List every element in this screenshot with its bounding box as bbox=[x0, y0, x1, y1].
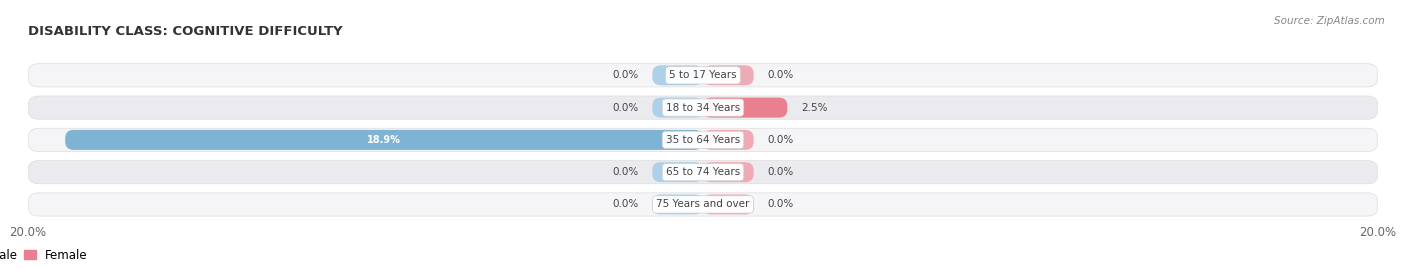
FancyBboxPatch shape bbox=[28, 128, 1378, 151]
Text: 35 to 64 Years: 35 to 64 Years bbox=[666, 135, 740, 145]
Text: 18.9%: 18.9% bbox=[367, 135, 401, 145]
Text: 0.0%: 0.0% bbox=[768, 199, 793, 210]
FancyBboxPatch shape bbox=[703, 162, 754, 182]
FancyBboxPatch shape bbox=[703, 98, 787, 118]
Text: 0.0%: 0.0% bbox=[768, 167, 793, 177]
Text: 0.0%: 0.0% bbox=[768, 70, 793, 80]
FancyBboxPatch shape bbox=[652, 162, 703, 182]
FancyBboxPatch shape bbox=[703, 65, 754, 85]
Legend: Male, Female: Male, Female bbox=[0, 244, 93, 266]
Text: 65 to 74 Years: 65 to 74 Years bbox=[666, 167, 740, 177]
Text: 0.0%: 0.0% bbox=[613, 70, 638, 80]
FancyBboxPatch shape bbox=[65, 130, 703, 150]
Text: Source: ZipAtlas.com: Source: ZipAtlas.com bbox=[1274, 16, 1385, 26]
FancyBboxPatch shape bbox=[28, 161, 1378, 184]
Text: 18 to 34 Years: 18 to 34 Years bbox=[666, 102, 740, 113]
Text: 75 Years and over: 75 Years and over bbox=[657, 199, 749, 210]
FancyBboxPatch shape bbox=[703, 194, 754, 214]
FancyBboxPatch shape bbox=[652, 194, 703, 214]
FancyBboxPatch shape bbox=[652, 65, 703, 85]
Text: DISABILITY CLASS: COGNITIVE DIFFICULTY: DISABILITY CLASS: COGNITIVE DIFFICULTY bbox=[28, 25, 343, 38]
Text: 5 to 17 Years: 5 to 17 Years bbox=[669, 70, 737, 80]
Text: 0.0%: 0.0% bbox=[768, 135, 793, 145]
FancyBboxPatch shape bbox=[703, 130, 754, 150]
Text: 0.0%: 0.0% bbox=[613, 167, 638, 177]
Text: 2.5%: 2.5% bbox=[801, 102, 827, 113]
FancyBboxPatch shape bbox=[28, 193, 1378, 216]
FancyBboxPatch shape bbox=[28, 96, 1378, 119]
FancyBboxPatch shape bbox=[652, 98, 703, 118]
FancyBboxPatch shape bbox=[28, 64, 1378, 87]
Text: 0.0%: 0.0% bbox=[613, 102, 638, 113]
Text: 0.0%: 0.0% bbox=[613, 199, 638, 210]
